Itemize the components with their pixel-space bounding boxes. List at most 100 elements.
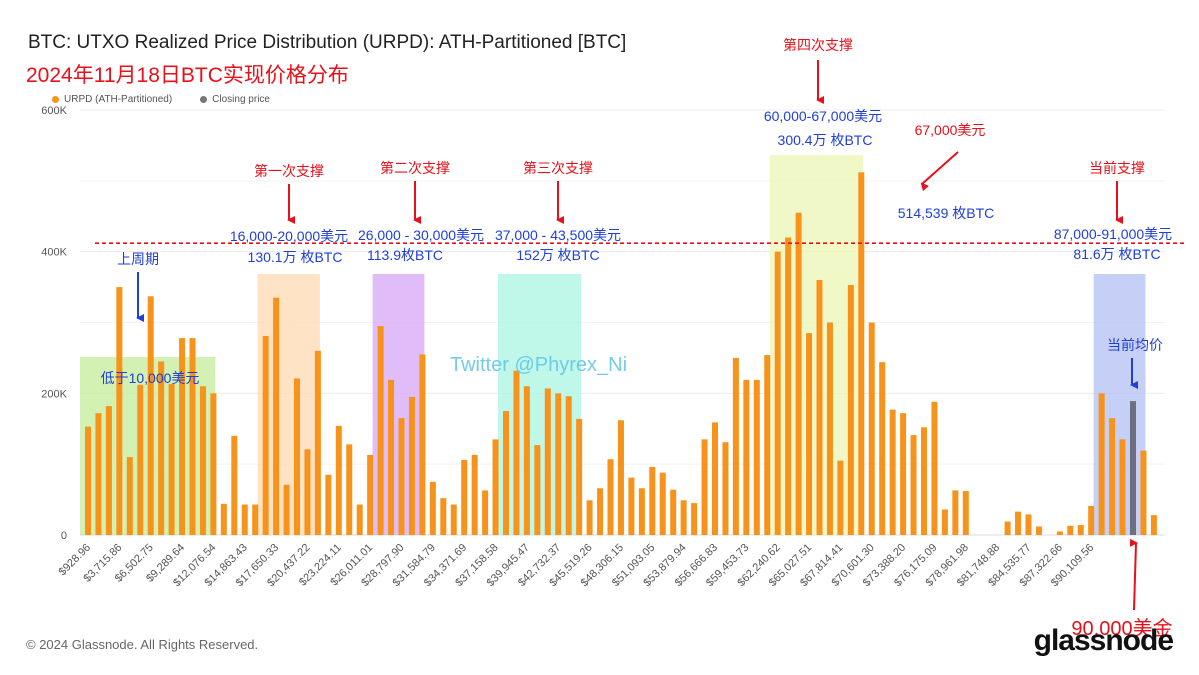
zone-range: 37,000 - 43,500美元 — [495, 227, 621, 243]
bar — [691, 503, 698, 535]
bar — [1035, 526, 1042, 535]
last-cycle-label: 上周期 — [117, 251, 159, 267]
bar — [576, 418, 583, 535]
bar — [868, 322, 875, 535]
bar — [680, 500, 687, 535]
bar — [419, 354, 426, 535]
bar — [1025, 514, 1032, 535]
bar — [283, 484, 290, 535]
bar — [503, 411, 509, 535]
zone-title: 第一次支撑 — [254, 163, 324, 179]
bar — [335, 425, 342, 535]
bar — [294, 378, 300, 535]
bar — [1056, 531, 1063, 535]
bar — [1077, 525, 1084, 535]
price-90k-arrow — [1129, 538, 1138, 611]
zone-amount: 152万 枚BTC — [516, 247, 599, 263]
legend-label-urpd: URPD (ATH-Partitioned) — [64, 94, 173, 105]
bar — [147, 296, 154, 535]
bar — [252, 504, 259, 535]
bar — [628, 477, 635, 535]
bar — [137, 384, 144, 535]
zone-range: 87,000-91,000美元 — [1054, 226, 1172, 242]
bar — [900, 413, 907, 535]
bar — [722, 442, 729, 535]
bar — [220, 503, 227, 535]
amount-67k-label: 514,539 枚BTC — [898, 205, 995, 221]
bar — [1088, 505, 1095, 535]
bar — [377, 326, 384, 535]
bar — [806, 333, 813, 535]
bar — [941, 509, 948, 535]
bar — [743, 379, 750, 535]
bar — [910, 435, 917, 535]
bar — [816, 280, 823, 535]
bar — [858, 172, 865, 536]
bar — [304, 449, 311, 535]
bar — [158, 361, 165, 535]
copyright-text: © 2024 Glassnode. All Rights Reserved. — [26, 637, 259, 652]
bar — [189, 338, 196, 535]
bar — [837, 460, 844, 535]
zone-amount: 300.4万 枚BTC — [778, 132, 873, 148]
bar — [826, 322, 833, 535]
bar — [241, 504, 248, 535]
current-avg-label: 当前均价 — [1107, 337, 1163, 353]
bar — [544, 388, 551, 535]
below-10k-label: 低于10,000美元 — [101, 370, 200, 386]
bar — [712, 422, 718, 535]
page-title: BTC: UTXO Realized Price Distribution (U… — [28, 32, 627, 53]
zone-title: 第二次支撑 — [380, 160, 450, 176]
page-subtitle: 2024年11月18日BTC实现价格分布 — [26, 64, 349, 87]
legend-item-closing-price[interactable]: Closing price — [200, 94, 270, 105]
bar — [523, 386, 530, 535]
bar — [555, 393, 562, 535]
closing-price-bar — [1130, 401, 1136, 535]
price-67k-label: 67,000美元 — [915, 122, 986, 138]
bar — [408, 396, 415, 535]
bar — [670, 489, 677, 535]
bar — [513, 370, 520, 535]
bar — [461, 459, 468, 535]
bar — [921, 427, 927, 535]
bar — [325, 474, 332, 535]
zone-range: 60,000-67,000美元 — [764, 108, 882, 124]
bar — [210, 393, 217, 535]
bar — [962, 491, 969, 535]
bar — [168, 384, 175, 535]
bar — [847, 284, 854, 535]
bar — [367, 454, 374, 535]
bar — [346, 444, 353, 535]
bar — [492, 439, 499, 535]
zone-amount: 130.1万 枚BTC — [248, 249, 343, 265]
bar — [701, 439, 708, 535]
bar — [85, 426, 91, 535]
bar — [314, 350, 321, 535]
bar — [597, 488, 604, 535]
bar — [764, 355, 771, 535]
bar — [116, 287, 123, 535]
bar — [1150, 515, 1157, 535]
legend-dot-closing-price — [200, 96, 208, 103]
bar — [732, 357, 739, 535]
bar — [398, 418, 405, 535]
bar — [95, 413, 102, 535]
bar — [388, 379, 395, 535]
bar — [565, 396, 572, 535]
bar — [471, 454, 478, 535]
bar — [262, 335, 269, 535]
bar — [1067, 525, 1074, 535]
bar — [1015, 511, 1022, 535]
bar — [273, 297, 280, 535]
zone-amount: 113.9枚BTC — [367, 247, 443, 263]
bar — [638, 488, 645, 535]
bar — [753, 379, 760, 535]
bar — [785, 237, 792, 535]
bar — [440, 498, 447, 535]
y-tick-label: 0 — [61, 530, 67, 542]
bar — [1004, 521, 1011, 535]
bar — [795, 212, 802, 536]
legend-item-urpd[interactable]: URPD (ATH-Partitioned) — [52, 94, 172, 105]
price-90k-label: 90,000美金 — [1071, 617, 1172, 640]
